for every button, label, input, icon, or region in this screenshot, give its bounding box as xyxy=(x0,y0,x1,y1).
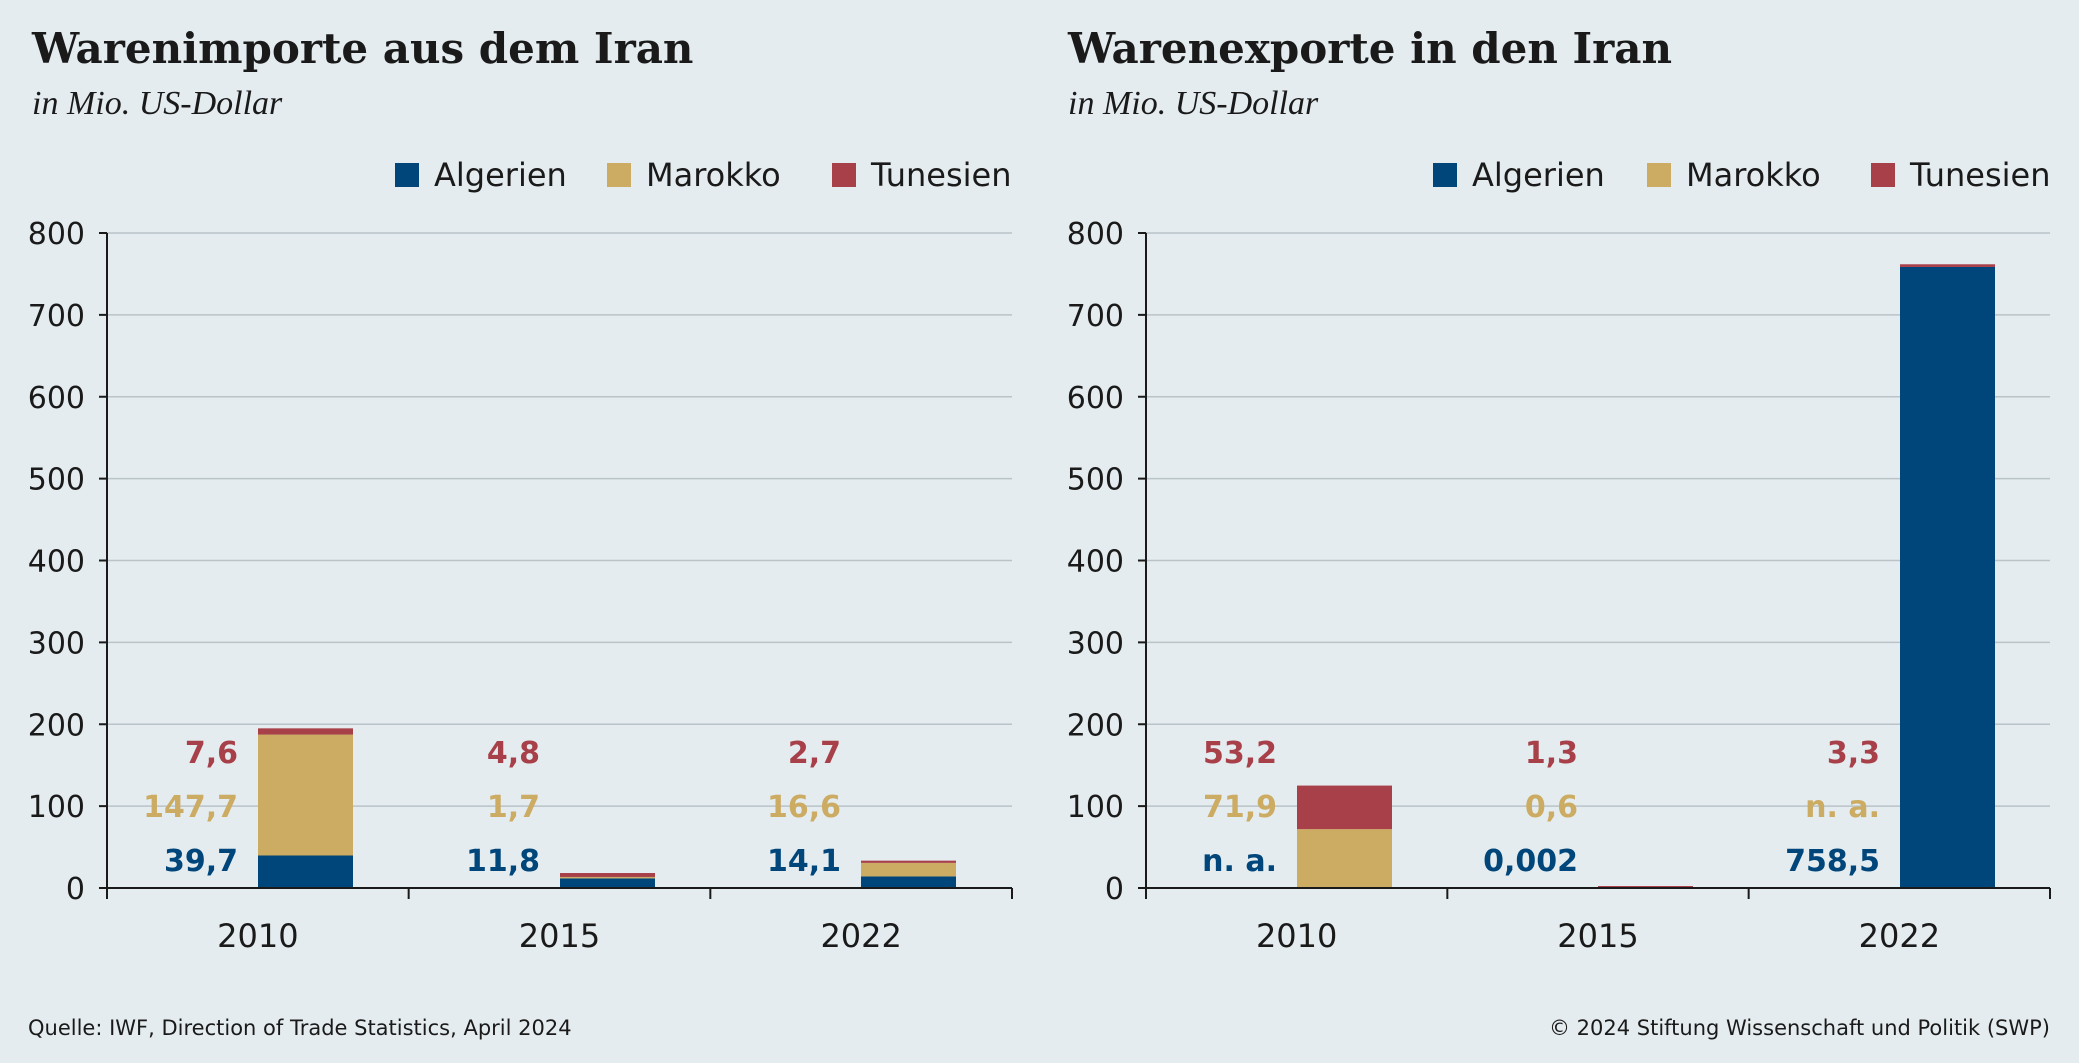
data-label-marokko: 71,9 xyxy=(1203,790,1277,825)
x-tick-label: 2015 xyxy=(1557,917,1638,955)
y-tick-label: 400 xyxy=(1067,545,1124,580)
chart-subtitle: in Mio. US-Dollar xyxy=(1068,85,1319,122)
legend-swatch xyxy=(1871,163,1895,187)
bar-marokko-2010 xyxy=(258,734,353,856)
legend-label: Algerien xyxy=(1472,156,1605,194)
data-label-algerien: 11,8 xyxy=(466,844,540,879)
y-tick-label: 500 xyxy=(28,463,85,498)
chart-panel-2: Warenexporte in den Iran in Mio. US-Dolla… xyxy=(1067,24,2051,955)
bar-algerien-2022 xyxy=(861,876,956,888)
chart-title: Warenimporte aus dem Iran xyxy=(31,24,693,73)
legend-label: Tunesien xyxy=(870,156,1011,194)
legend-item-marokko: Marokko xyxy=(607,156,781,194)
legend-swatch xyxy=(1647,163,1671,187)
y-tick-label: 200 xyxy=(28,708,85,743)
y-tick-label: 500 xyxy=(1067,463,1124,498)
bar-marokko-2010 xyxy=(1297,829,1392,888)
data-label-algerien: 758,5 xyxy=(1785,844,1880,879)
legend-item-tunesien: Tunesien xyxy=(832,156,1011,194)
data-label-marokko: n. a. xyxy=(1805,790,1880,825)
legend-swatch xyxy=(607,163,631,187)
chart-title: Warenexporte in den Iran xyxy=(1067,24,1672,73)
y-tick-label: 800 xyxy=(1067,217,1124,252)
legend-label: Tunesien xyxy=(1909,156,2050,194)
data-label-algerien: 39,7 xyxy=(164,844,238,879)
y-tick-label: 600 xyxy=(28,381,85,416)
x-tick-label: 2010 xyxy=(217,917,298,955)
legend-item-algerien: Algerien xyxy=(395,156,567,194)
data-label-marokko: 1,7 xyxy=(487,790,540,825)
y-tick-label: 800 xyxy=(28,217,85,252)
bar-algerien-2010 xyxy=(258,855,353,888)
x-tick-label: 2022 xyxy=(820,917,901,955)
chart-subtitle: in Mio. US-Dollar xyxy=(32,85,283,122)
data-label-tunesien: 4,8 xyxy=(487,736,540,771)
y-tick-label: 400 xyxy=(28,545,85,580)
legend-item-marokko: Marokko xyxy=(1647,156,1821,194)
bar-tunesien-2015 xyxy=(560,873,655,877)
data-label-tunesien: 7,6 xyxy=(185,736,238,771)
legend-swatch xyxy=(1433,163,1457,187)
data-label-marokko: 147,7 xyxy=(143,790,238,825)
data-label-tunesien: 1,3 xyxy=(1525,736,1578,771)
data-label-marokko: 0,6 xyxy=(1525,790,1578,825)
x-tick-label: 2015 xyxy=(519,917,600,955)
bar-algerien-2015 xyxy=(560,878,655,888)
bar-tunesien-2022 xyxy=(1900,264,1995,267)
chart-panel-1: Warenimporte aus dem Iran in Mio. US-Doll… xyxy=(28,24,1013,955)
x-tick-label: 2010 xyxy=(1256,917,1337,955)
data-label-marokko: 16,6 xyxy=(767,790,841,825)
y-tick-label: 300 xyxy=(1067,626,1124,661)
legend-label: Marokko xyxy=(1686,156,1821,194)
y-tick-label: 700 xyxy=(28,299,85,334)
y-tick-label: 100 xyxy=(28,790,85,825)
x-tick-label: 2022 xyxy=(1859,917,1940,955)
y-tick-label: 600 xyxy=(1067,381,1124,416)
y-tick-label: 0 xyxy=(66,872,85,907)
bar-marokko-2022 xyxy=(861,862,956,877)
data-label-tunesien: 2,7 xyxy=(788,736,841,771)
y-tick-label: 100 xyxy=(1067,790,1124,825)
legend-swatch xyxy=(832,163,856,187)
source-note: Quelle: IWF, Direction of Trade Statisti… xyxy=(28,1016,572,1040)
data-label-algerien: n. a. xyxy=(1202,844,1277,879)
y-tick-label: 0 xyxy=(1105,872,1124,907)
bar-algerien-2022 xyxy=(1900,266,1995,888)
legend-item-tunesien: Tunesien xyxy=(1871,156,2050,194)
data-label-algerien: 14,1 xyxy=(767,844,841,879)
y-tick-label: 200 xyxy=(1067,708,1124,743)
y-tick-label: 300 xyxy=(28,626,85,661)
data-label-algerien: 0,002 xyxy=(1483,844,1578,879)
bar-tunesien-2022 xyxy=(861,860,956,863)
bar-tunesien-2010 xyxy=(258,728,353,735)
bar-tunesien-2015 xyxy=(1598,886,1693,888)
bar-tunesien-2010 xyxy=(1297,785,1392,830)
legend-swatch xyxy=(395,163,419,187)
copyright-note: © 2024 Stiftung Wissenschaft und Politik… xyxy=(1549,1016,2050,1040)
legend-item-algerien: Algerien xyxy=(1433,156,1605,194)
legend-label: Algerien xyxy=(434,156,567,194)
legend-label: Marokko xyxy=(646,156,781,194)
data-label-tunesien: 53,2 xyxy=(1203,736,1277,771)
y-tick-label: 700 xyxy=(1067,299,1124,334)
data-label-tunesien: 3,3 xyxy=(1827,736,1880,771)
bar-marokko-2015 xyxy=(560,876,655,879)
